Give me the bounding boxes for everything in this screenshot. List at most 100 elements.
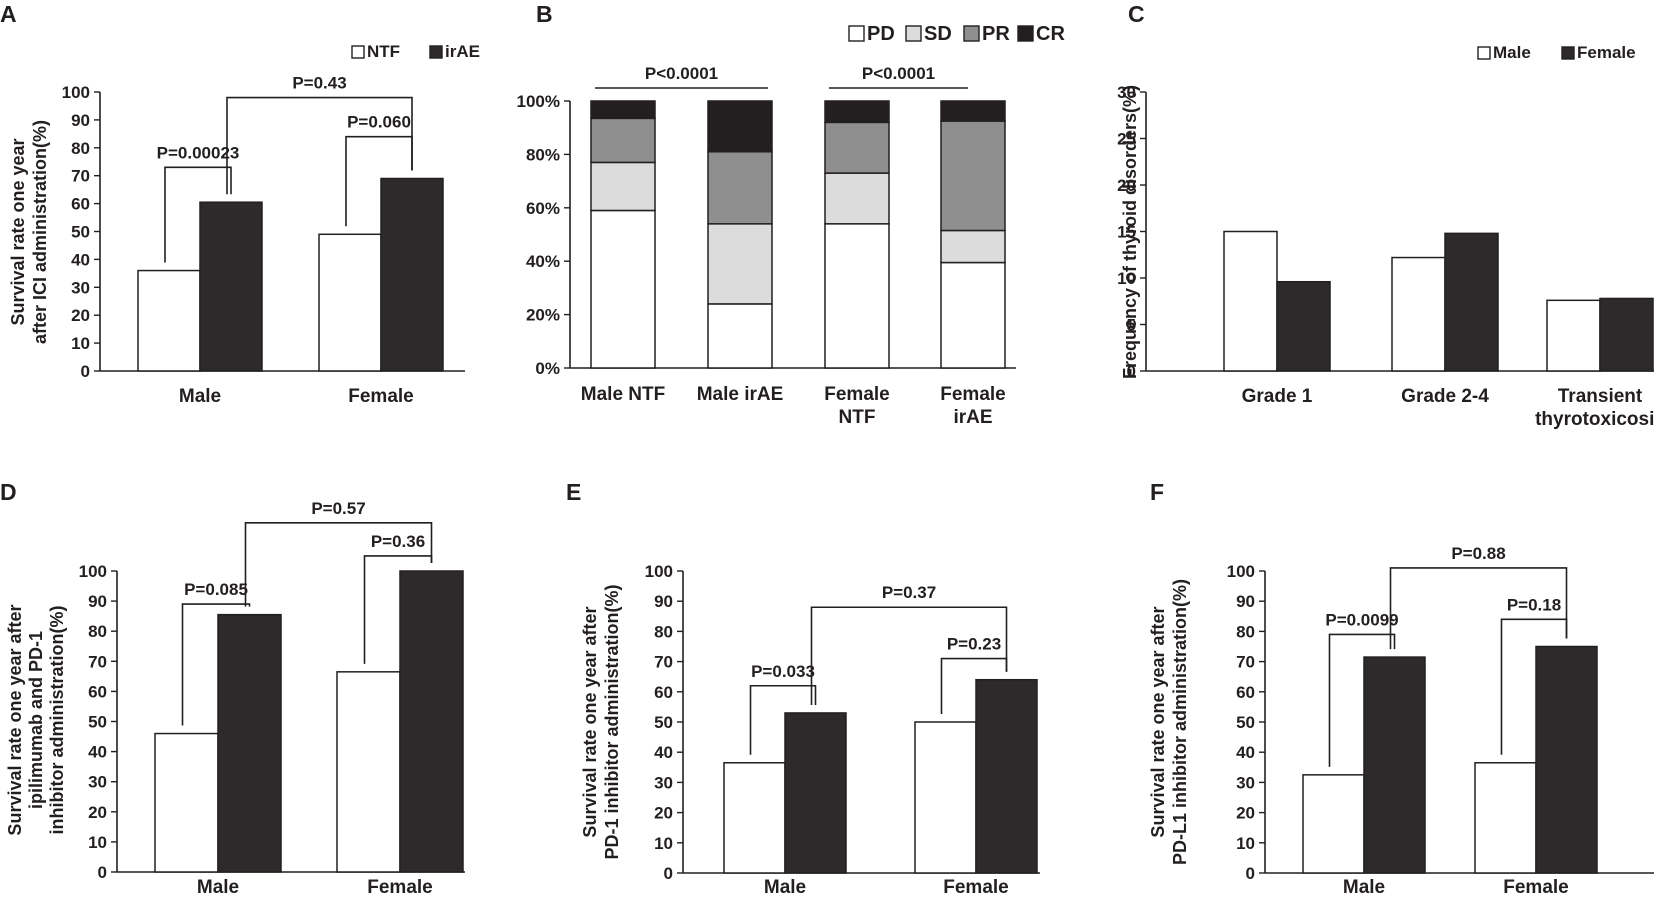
y-axis-label: Survival rate one year after PD-1 inhibit… (580, 584, 622, 859)
category-label: Male (197, 877, 239, 898)
bar-ntf-female (914, 721, 977, 874)
legend-b-pd-text: PD (867, 23, 895, 45)
y-tick-label: 10 (1236, 834, 1255, 853)
y-tick-label: 60% (526, 199, 560, 218)
y-tick-label: 80 (1236, 622, 1255, 641)
category-label: Grade 1 (1242, 386, 1313, 407)
y-tick-label: 100% (517, 92, 560, 111)
bar-sd-0 (590, 161, 656, 212)
bar-pr-0 (590, 117, 656, 164)
category-label: Female (348, 386, 413, 407)
category-label: Female (943, 877, 1008, 898)
bar-cr-0 (590, 100, 656, 120)
axes-e: 0 10 20 30 40 50 60 70 80 90 100 (645, 562, 1040, 883)
bar-sd-2 (824, 172, 890, 225)
y-axis-label: Survival rate one year after ICI administ… (8, 120, 50, 344)
legend-c-female-swatch (1561, 46, 1575, 60)
p-value-a-0-bracket (164, 166, 232, 263)
category-label: Female (1503, 877, 1568, 898)
p-value-f-0-bracket (1328, 633, 1396, 767)
p-value-a-2-bracket (226, 96, 413, 195)
p-value-a-0-label: P=0.00023 (157, 143, 240, 162)
y-tick-label: 70 (654, 653, 673, 672)
p-value-e-2-label: P=0.37 (882, 583, 936, 602)
legend-b-cr-text: CR (1036, 23, 1065, 45)
bar-pd-0 (590, 209, 656, 369)
y-tick-label: 25 (1117, 130, 1136, 149)
y-tick-label: 30 (71, 278, 90, 297)
category-label: Male (764, 877, 806, 898)
legend-b-sd-text: SD (924, 23, 952, 45)
y-tick-label: 30 (654, 773, 673, 792)
y-tick-label: 0 (98, 863, 107, 882)
y-tick-label: 40 (654, 743, 673, 762)
p-value-d-0-bracket (181, 603, 251, 726)
p-value-e-0-label: P=0.033 (751, 662, 815, 681)
panel-label-b: B (536, 1, 553, 27)
bar-irae-male (784, 712, 847, 874)
bar-sd-3 (940, 229, 1006, 264)
bar-male-transient (1546, 299, 1601, 372)
p-value-a-2-label: P=0.43 (292, 74, 346, 93)
legend-b-cr-swatch (1017, 25, 1034, 42)
bar-cr-1 (707, 100, 773, 153)
y-tick-label: 60 (1236, 683, 1255, 702)
bar-male-grade-1 (1223, 230, 1278, 372)
bar-irae-male (1363, 656, 1426, 874)
p-value-d-2-label: P=0.57 (311, 499, 365, 518)
y-tick-label: 100 (1227, 562, 1255, 581)
p-value-e-0-bracket (749, 684, 817, 755)
y-tick-label: 80 (654, 622, 673, 641)
y-tick-label: 20 (71, 306, 90, 325)
y-tick-label: 30 (88, 773, 107, 792)
category-label: Female (367, 877, 432, 898)
bar-irae-female (380, 177, 444, 372)
y-tick-label: 90 (71, 111, 90, 130)
panel-label-c: C (1128, 1, 1145, 27)
bar-female-grade-1 (1276, 280, 1331, 372)
panel-label-d: D (0, 479, 17, 505)
legend-a-irae-text: irAE (445, 42, 480, 61)
bar-ntf-male (137, 269, 201, 372)
bar-irae-female (1535, 645, 1598, 874)
y-tick-label: 70 (1236, 653, 1255, 672)
panel-label-a: A (0, 1, 17, 27)
bar-female-grade-2-4 (1444, 232, 1499, 372)
y-tick-label: 90 (654, 592, 673, 611)
y-tick-label: 10 (654, 834, 673, 853)
p-value-f-2-bracket (1389, 567, 1568, 650)
y-tick-label: 50 (1236, 713, 1255, 732)
y-tick-label: 90 (1236, 592, 1255, 611)
axes-a: 0 10 20 30 40 50 60 70 80 90 100 (62, 83, 465, 381)
y-tick-label: 50 (654, 713, 673, 732)
legend-b-sd-swatch (905, 25, 922, 42)
bar-irae-female (399, 570, 464, 873)
y-tick-label: 30 (1117, 83, 1136, 102)
category-label: Male (179, 386, 221, 407)
category-label: Male (1343, 877, 1385, 898)
legend-a-irae-swatch (429, 45, 443, 59)
bar-ntf-female (318, 233, 382, 372)
y-tick-label: 70 (88, 652, 107, 671)
bar-cr-3 (940, 100, 1006, 122)
p-value-f-1-label: P=0.18 (1507, 595, 1561, 614)
bar-male-grade-2-4 (1391, 256, 1446, 372)
category-label: Male irAE (697, 384, 784, 405)
y-tick-label: 5 (1127, 316, 1136, 335)
y-tick-label: 80% (526, 145, 560, 164)
bar-ntf-female (1474, 762, 1537, 874)
y-tick-label: 40 (71, 250, 90, 269)
bar-cr-2 (824, 100, 890, 124)
y-tick-label: 20 (654, 804, 673, 823)
bar-pr-1 (707, 150, 773, 225)
y-tick-label: 0% (535, 359, 560, 378)
y-tick-label: 0 (1246, 864, 1255, 883)
y-tick-label: 100 (645, 562, 673, 581)
y-tick-label: 60 (71, 195, 90, 214)
bar-pr-3 (940, 120, 1006, 232)
p-value-d-2-bracket (244, 522, 433, 607)
panel-label-f: F (1150, 479, 1164, 505)
y-tick-label: 60 (654, 683, 673, 702)
y-tick-label: 20% (526, 306, 560, 325)
